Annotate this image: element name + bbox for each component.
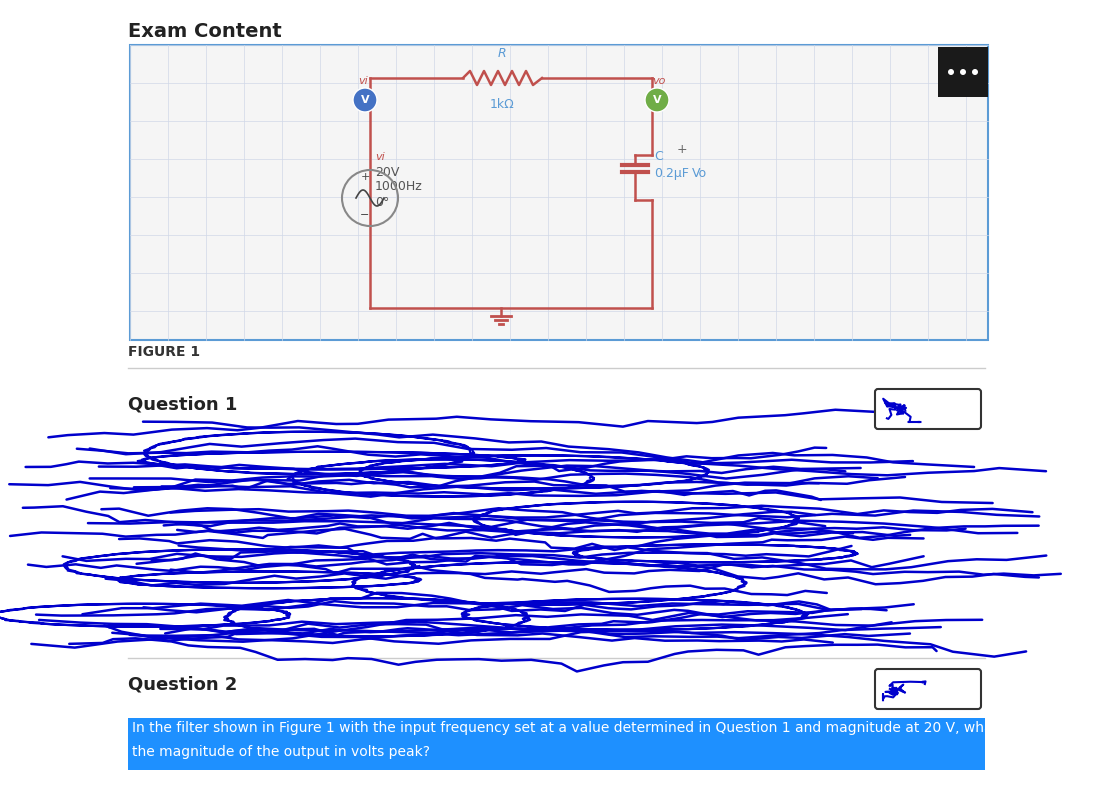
Text: In the filter shown in Figure 1 with the input frequency set at a value determin: In the filter shown in Figure 1 with the… [132, 721, 1047, 759]
Circle shape [353, 88, 377, 112]
FancyBboxPatch shape [938, 47, 988, 97]
FancyBboxPatch shape [875, 669, 982, 709]
Text: 1kΩ: 1kΩ [490, 98, 515, 111]
Text: V: V [361, 95, 369, 105]
Text: 0.2μF: 0.2μF [654, 167, 689, 180]
Text: Vo: Vo [692, 167, 707, 180]
Text: +: + [677, 143, 687, 156]
Text: +: + [361, 172, 369, 182]
Text: vo: vo [653, 76, 666, 86]
FancyBboxPatch shape [128, 718, 985, 770]
FancyBboxPatch shape [875, 389, 982, 429]
Text: FIGURE 1: FIGURE 1 [128, 345, 200, 359]
Circle shape [972, 69, 978, 75]
Circle shape [960, 69, 966, 75]
Text: V: V [653, 95, 661, 105]
Text: vi: vi [375, 152, 385, 162]
Text: Exam Content: Exam Content [128, 22, 282, 41]
FancyBboxPatch shape [130, 45, 988, 340]
Text: vi: vi [359, 76, 368, 86]
Text: 1000Hz: 1000Hz [375, 180, 423, 193]
Text: R: R [497, 47, 506, 60]
Text: 0°: 0° [375, 196, 389, 209]
Text: Question 2: Question 2 [128, 675, 237, 693]
Text: 20V: 20V [375, 166, 399, 179]
Text: Question 1: Question 1 [128, 395, 237, 413]
Text: C: C [654, 150, 662, 163]
Text: −: − [361, 210, 369, 220]
Circle shape [948, 69, 954, 75]
Circle shape [645, 88, 669, 112]
